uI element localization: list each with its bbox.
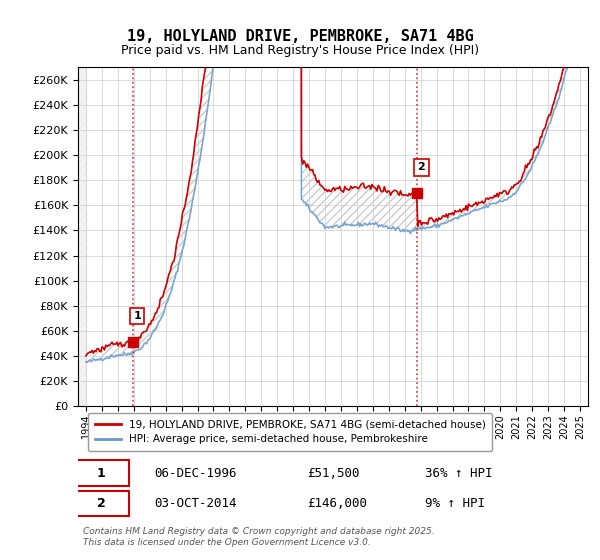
Text: Contains HM Land Registry data © Crown copyright and database right 2025.
This d: Contains HM Land Registry data © Crown c… bbox=[83, 528, 435, 547]
Text: Price paid vs. HM Land Registry's House Price Index (HPI): Price paid vs. HM Land Registry's House … bbox=[121, 44, 479, 57]
FancyBboxPatch shape bbox=[73, 460, 129, 486]
Bar bbox=[78, 67, 86, 407]
Text: 2: 2 bbox=[97, 497, 106, 510]
Text: 1: 1 bbox=[97, 466, 106, 479]
Text: 1: 1 bbox=[133, 311, 141, 321]
Legend: 19, HOLYLAND DRIVE, PEMBROKE, SA71 4BG (semi-detached house), HPI: Average price: 19, HOLYLAND DRIVE, PEMBROKE, SA71 4BG (… bbox=[88, 413, 492, 451]
Text: 2: 2 bbox=[418, 162, 425, 172]
Text: £146,000: £146,000 bbox=[308, 497, 367, 510]
Text: 03-OCT-2014: 03-OCT-2014 bbox=[155, 497, 237, 510]
Text: 36% ↑ HPI: 36% ↑ HPI bbox=[425, 466, 493, 479]
FancyBboxPatch shape bbox=[73, 491, 129, 516]
Text: £51,500: £51,500 bbox=[308, 466, 360, 479]
Text: 06-DEC-1996: 06-DEC-1996 bbox=[155, 466, 237, 479]
Text: 19, HOLYLAND DRIVE, PEMBROKE, SA71 4BG: 19, HOLYLAND DRIVE, PEMBROKE, SA71 4BG bbox=[127, 29, 473, 44]
Text: 9% ↑ HPI: 9% ↑ HPI bbox=[425, 497, 485, 510]
